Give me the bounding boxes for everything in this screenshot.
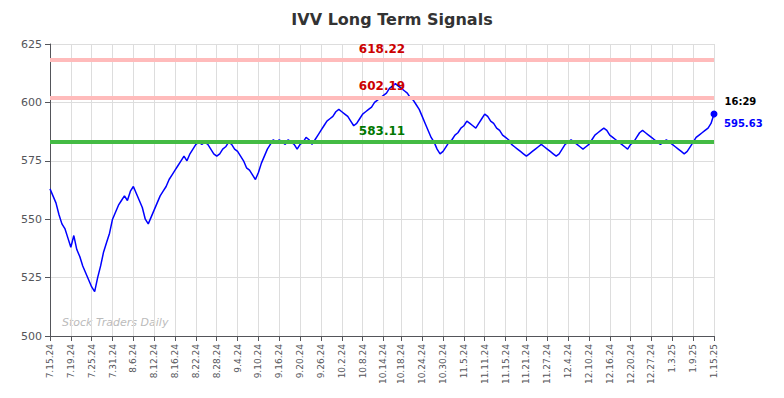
svg-text:9.26.24: 9.26.24: [316, 344, 326, 379]
svg-text:IVV Long Term Signals: IVV Long Term Signals: [291, 10, 492, 29]
svg-text:Stock Traders Daily: Stock Traders Daily: [62, 316, 169, 329]
svg-text:12.20.24: 12.20.24: [626, 344, 636, 384]
svg-text:500: 500: [21, 330, 42, 343]
svg-text:9.16.24: 9.16.24: [274, 344, 284, 379]
svg-text:7.31.24: 7.31.24: [108, 344, 118, 379]
svg-text:575: 575: [21, 154, 42, 167]
svg-text:9.20.24: 9.20.24: [295, 344, 305, 379]
svg-text:10.24.24: 10.24.24: [417, 344, 427, 384]
svg-text:1.9.25: 1.9.25: [688, 344, 698, 373]
svg-text:1.15.25: 1.15.25: [709, 344, 719, 378]
svg-text:10.18.24: 10.18.24: [396, 344, 406, 384]
svg-text:11.15.24: 11.15.24: [501, 344, 511, 384]
svg-text:12.27.24: 12.27.24: [646, 344, 656, 384]
svg-text:7.15.24: 7.15.24: [45, 344, 55, 379]
svg-text:7.25.24: 7.25.24: [87, 344, 97, 379]
svg-text:16:29: 16:29: [725, 96, 757, 107]
svg-text:8.12.24: 8.12.24: [149, 344, 159, 379]
svg-text:8.16.24: 8.16.24: [170, 344, 180, 379]
svg-text:11.11.24: 11.11.24: [480, 344, 490, 384]
svg-text:12.16.24: 12.16.24: [605, 344, 615, 384]
svg-text:11.27.24: 11.27.24: [542, 344, 552, 384]
svg-text:525: 525: [21, 271, 42, 284]
svg-text:550: 550: [21, 213, 42, 226]
svg-text:10.30.24: 10.30.24: [438, 344, 448, 384]
svg-text:618.22: 618.22: [359, 42, 405, 56]
svg-text:8.28.24: 8.28.24: [212, 344, 222, 379]
svg-text:7.19.24: 7.19.24: [66, 344, 76, 379]
svg-text:11.21.24: 11.21.24: [521, 344, 531, 384]
svg-text:12.10.24: 12.10.24: [584, 344, 594, 384]
svg-text:10.14.24: 10.14.24: [378, 344, 388, 384]
svg-text:10.8.24: 10.8.24: [358, 344, 368, 379]
svg-text:595.63: 595.63: [724, 118, 763, 129]
svg-text:10.2.24: 10.2.24: [337, 344, 347, 379]
svg-text:12.4.24: 12.4.24: [563, 344, 573, 379]
svg-text:11.5.24: 11.5.24: [459, 344, 469, 379]
svg-text:9.4.24: 9.4.24: [233, 344, 243, 373]
svg-text:625: 625: [21, 38, 42, 51]
svg-text:8.6.24: 8.6.24: [128, 344, 138, 373]
svg-text:8.22.24: 8.22.24: [191, 344, 201, 379]
svg-text:583.11: 583.11: [359, 124, 405, 138]
svg-text:1.3.25: 1.3.25: [667, 344, 677, 373]
svg-text:600: 600: [21, 96, 42, 109]
svg-text:602.19: 602.19: [359, 79, 405, 93]
svg-text:9.10.24: 9.10.24: [253, 344, 263, 379]
